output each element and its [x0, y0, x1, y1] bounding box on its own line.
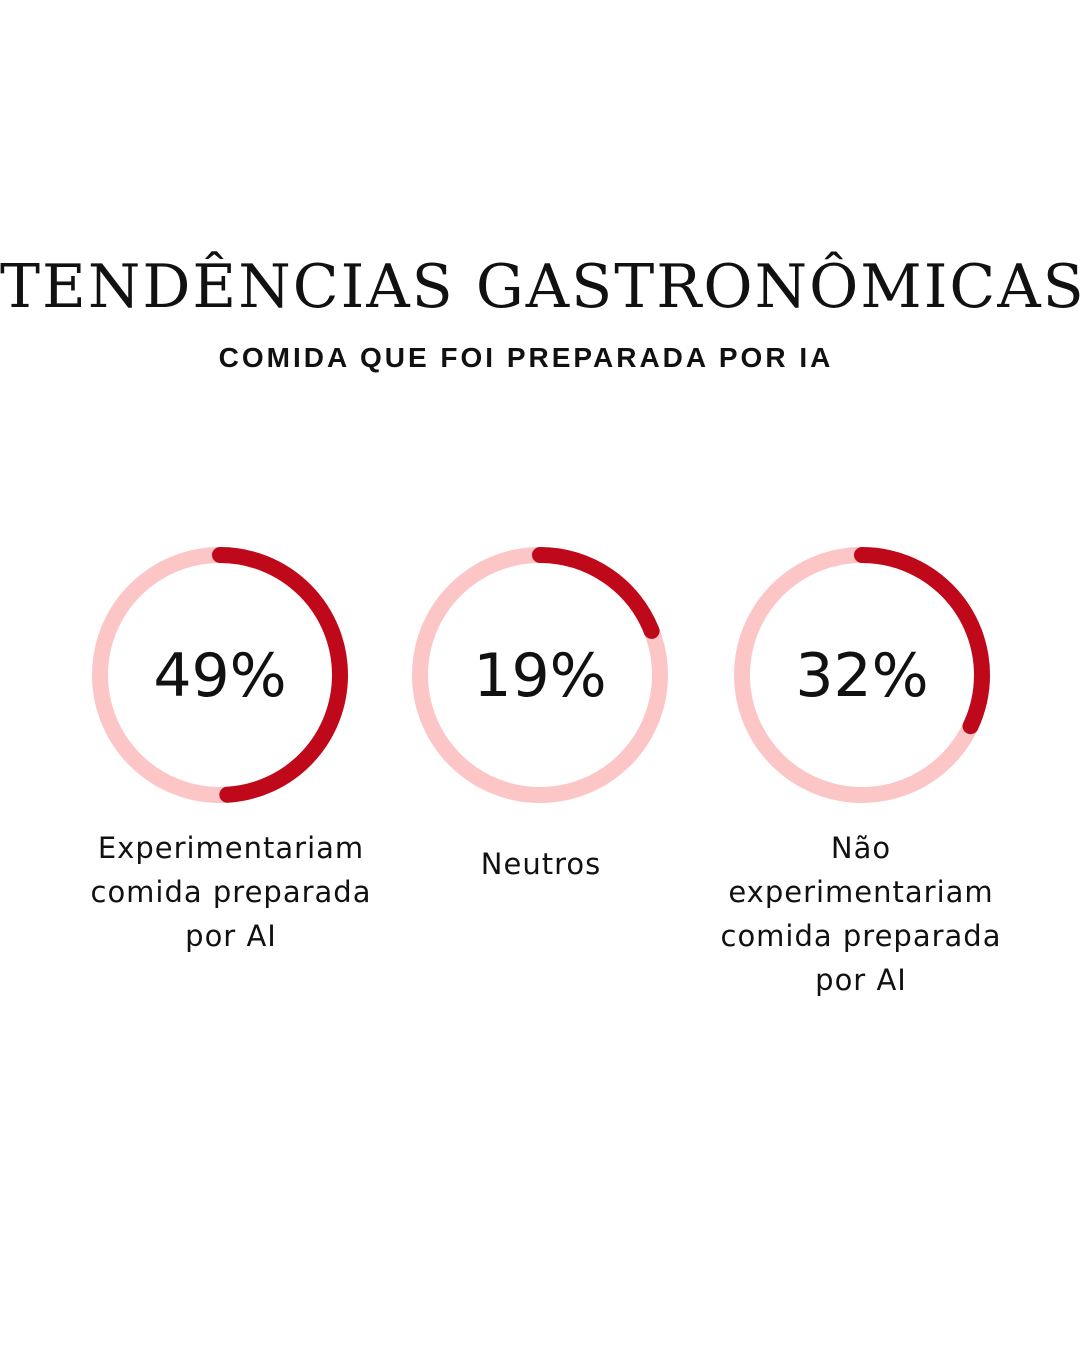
donut-value-arc-0: [92, 547, 348, 803]
caption-nao-experimentariam: Não experimentariam comida preparada por…: [720, 831, 1002, 997]
donut-chart-group: 49% 19% 32%: [92, 547, 990, 803]
page-subtitle: COMIDA QUE FOI PREPARADA POR IA: [218, 342, 834, 373]
donut-percent-label-0: 49%: [153, 641, 286, 711]
caption-experimentariam: Experimentariam comida preparada por AI: [90, 831, 372, 953]
donut-value-arc-1: [412, 547, 668, 803]
caption-neutros: Neutros: [480, 847, 602, 881]
donut-0: 49%: [92, 547, 348, 803]
donut-value-arc-2: [734, 547, 990, 803]
donut-percent-label-2: 32%: [795, 641, 928, 711]
donut-percent-label-1: 19%: [473, 641, 606, 711]
donut-1: 19%: [412, 547, 668, 803]
page-title: TENDÊNCIAS GASTRONÔMICAS: [0, 252, 1080, 322]
donut-2: 32%: [734, 547, 990, 803]
